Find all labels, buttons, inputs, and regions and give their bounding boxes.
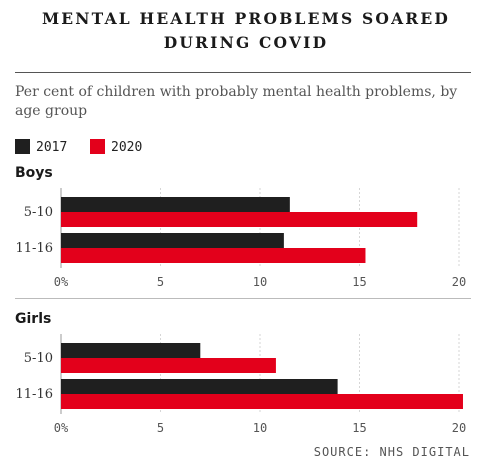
bar-2017 [61, 379, 338, 394]
legend-swatch-2020 [90, 139, 105, 154]
legend-item-2017: 2017 [15, 139, 67, 157]
category-label: 11-16 [16, 387, 53, 402]
chart-title-line-1: MENTAL HEALTH PROBLEMS SOARED [0, 7, 492, 31]
x-tick-label: 10 [253, 275, 267, 289]
category-label: 5-10 [24, 351, 53, 366]
bar-2020 [61, 248, 365, 263]
x-tick-label: 10 [253, 421, 267, 435]
x-tick-label: 20 [452, 275, 466, 289]
x-tick-label: 0% [54, 275, 69, 289]
panel-title-boys: Boys [15, 165, 53, 181]
x-tick-label: 15 [352, 275, 366, 289]
bar-2020 [61, 358, 276, 373]
chart-title: MENTAL HEALTH PROBLEMS SOARED DURING COV… [0, 7, 492, 55]
bar-2017 [61, 197, 290, 212]
legend-label-2017: 2017 [36, 140, 67, 155]
bar-2017 [61, 343, 200, 358]
x-tick-label: 15 [352, 421, 366, 435]
title-rule [15, 72, 471, 73]
boys-chart: 0% 5 10 15 20 5-10 11-16 [0, 184, 492, 294]
bar-2020 [61, 394, 463, 409]
legend-label-2020: 2020 [111, 140, 142, 155]
chart-subtitle: Per cent of children with probably menta… [15, 83, 475, 121]
source-note: SOURCE: NHS DIGITAL [314, 445, 470, 459]
legend-swatch-2017 [15, 139, 30, 154]
chart-title-line-2: DURING COVID [0, 31, 492, 55]
x-tick-label: 0% [54, 421, 69, 435]
x-tick-label: 5 [157, 421, 164, 435]
x-tick-label: 5 [157, 275, 164, 289]
category-label: 5-10 [24, 205, 53, 220]
x-tick-label: 20 [452, 421, 466, 435]
bar-2017 [61, 233, 284, 248]
panel-title-girls: Girls [15, 311, 51, 327]
category-label: 11-16 [16, 241, 53, 256]
girls-chart: 0% 5 10 15 20 5-10 11-16 [0, 330, 492, 440]
legend-item-2020: 2020 [90, 139, 142, 157]
panel-separator [15, 298, 471, 299]
bar-2020 [61, 212, 417, 227]
